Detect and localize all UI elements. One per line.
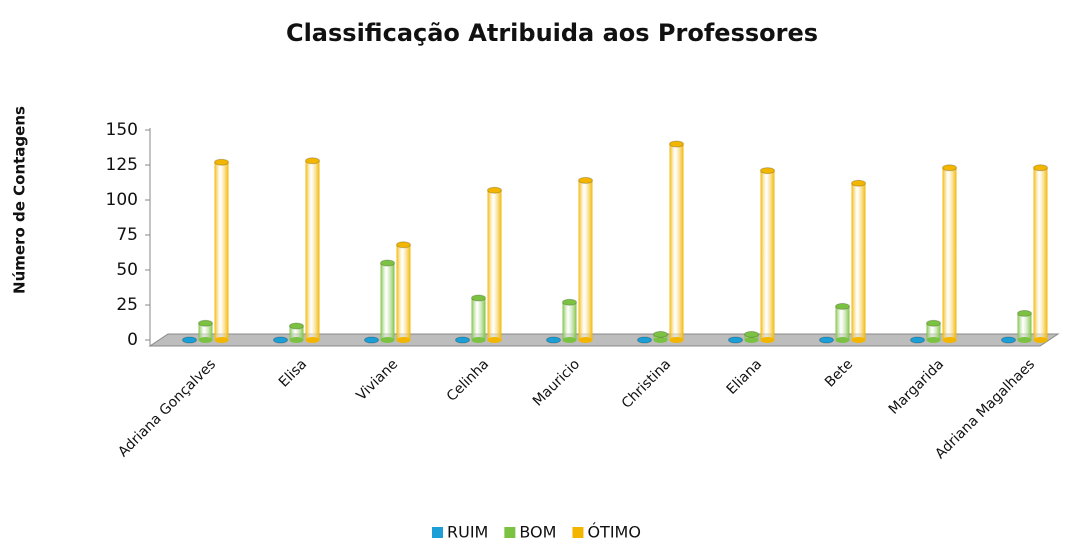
- bar-base: [305, 337, 320, 343]
- bar: [380, 263, 395, 340]
- bar-cap: [637, 336, 652, 344]
- y-axis-label: Número de Contagens: [11, 106, 29, 294]
- bar-cap: [562, 298, 577, 306]
- bar-cap: [851, 179, 866, 187]
- bar-cap: [364, 336, 379, 344]
- bar-base: [942, 337, 957, 343]
- bar-base: [214, 337, 229, 343]
- y-tick-label: 125: [106, 155, 138, 175]
- bar-base: [669, 337, 684, 343]
- bar-cap: [273, 336, 288, 344]
- bar-base: [562, 337, 577, 343]
- bar-cap: [653, 330, 668, 338]
- bar-base: [835, 337, 850, 343]
- x-tick-label: Mauricio: [530, 356, 583, 409]
- bar-cap: [214, 158, 229, 166]
- bar-cap: [471, 294, 486, 302]
- bar-cap: [380, 259, 395, 267]
- bar-cap: [744, 330, 759, 338]
- legend-swatch: [432, 527, 443, 538]
- floor: [148, 333, 1060, 347]
- bar-cap: [819, 336, 834, 344]
- bar: [487, 190, 502, 340]
- bar-cap: [198, 319, 213, 327]
- bar-cap: [455, 336, 470, 344]
- x-tick-label: Adriana Magalhaes: [932, 356, 1038, 462]
- bar: [1017, 313, 1032, 340]
- y-tick-label: 150: [106, 120, 138, 140]
- bar-cap: [289, 322, 304, 330]
- bar: [289, 326, 304, 340]
- bar-base: [380, 337, 395, 343]
- bar: [305, 160, 320, 340]
- bar: [760, 170, 775, 340]
- bar-base: [487, 337, 502, 343]
- bar: [942, 167, 957, 340]
- bar: [471, 298, 486, 340]
- bar-base: [289, 337, 304, 343]
- bar-cap: [669, 140, 684, 148]
- bar-cap: [942, 164, 957, 172]
- x-tick-label: Christina: [619, 356, 674, 411]
- bar-cap: [1017, 309, 1032, 317]
- bar-cap: [396, 241, 411, 249]
- y-tick-label: 25: [116, 295, 138, 315]
- x-tick-label: Bete: [822, 356, 856, 390]
- bar-base: [653, 337, 668, 343]
- bar-base: [760, 337, 775, 343]
- bar: [835, 306, 850, 340]
- bar-cap: [182, 336, 197, 344]
- bar-cap: [926, 319, 941, 327]
- bar: [1033, 167, 1048, 340]
- bar-base: [744, 337, 759, 343]
- bar-cap: [305, 157, 320, 165]
- x-tick-label: Adriana Gonçalves: [115, 356, 219, 460]
- bar: [396, 244, 411, 340]
- x-tick-label: Eliana: [724, 356, 765, 397]
- bar: [669, 144, 684, 340]
- y-tick-label: 75: [116, 225, 138, 245]
- bar-base: [851, 337, 866, 343]
- bar-cap: [1033, 164, 1048, 172]
- legend-swatch: [572, 527, 584, 538]
- legend-label: RUIM: [447, 523, 488, 542]
- bar: [562, 302, 577, 340]
- y-tick-label: 50: [116, 260, 138, 280]
- bar: [851, 183, 866, 340]
- bar-base: [926, 337, 941, 343]
- x-tick-label: Margarida: [886, 356, 947, 417]
- bar-cap: [728, 336, 743, 344]
- bar-cap: [487, 186, 502, 194]
- bar-base: [1017, 337, 1032, 343]
- legend-label: BOM: [519, 523, 556, 542]
- bar: [578, 180, 593, 340]
- bar-cap: [760, 167, 775, 175]
- bar-cap: [910, 336, 925, 344]
- y-tick-label: 100: [106, 190, 138, 210]
- bar: [214, 162, 229, 340]
- x-tick-label: Elisa: [276, 356, 310, 390]
- x-tick-label: Viviane: [353, 356, 401, 404]
- bar-cap: [578, 176, 593, 184]
- bar-base: [198, 337, 213, 343]
- bar-base: [578, 337, 593, 343]
- legend-swatch: [504, 527, 516, 538]
- bar-cap: [546, 336, 561, 344]
- y-tick-label: 0: [127, 330, 138, 350]
- bar-cap: [1001, 336, 1016, 344]
- bar: [198, 323, 213, 340]
- legend-label: ÓTIMO: [587, 523, 640, 542]
- chart-title: Classificação Atribuida aos Professores: [286, 19, 818, 47]
- bar-base: [1033, 337, 1048, 343]
- bar-cap: [835, 302, 850, 310]
- x-tick-label: Celinha: [444, 356, 492, 404]
- bar: [926, 323, 941, 340]
- bar-base: [396, 337, 411, 343]
- bar-base: [471, 337, 486, 343]
